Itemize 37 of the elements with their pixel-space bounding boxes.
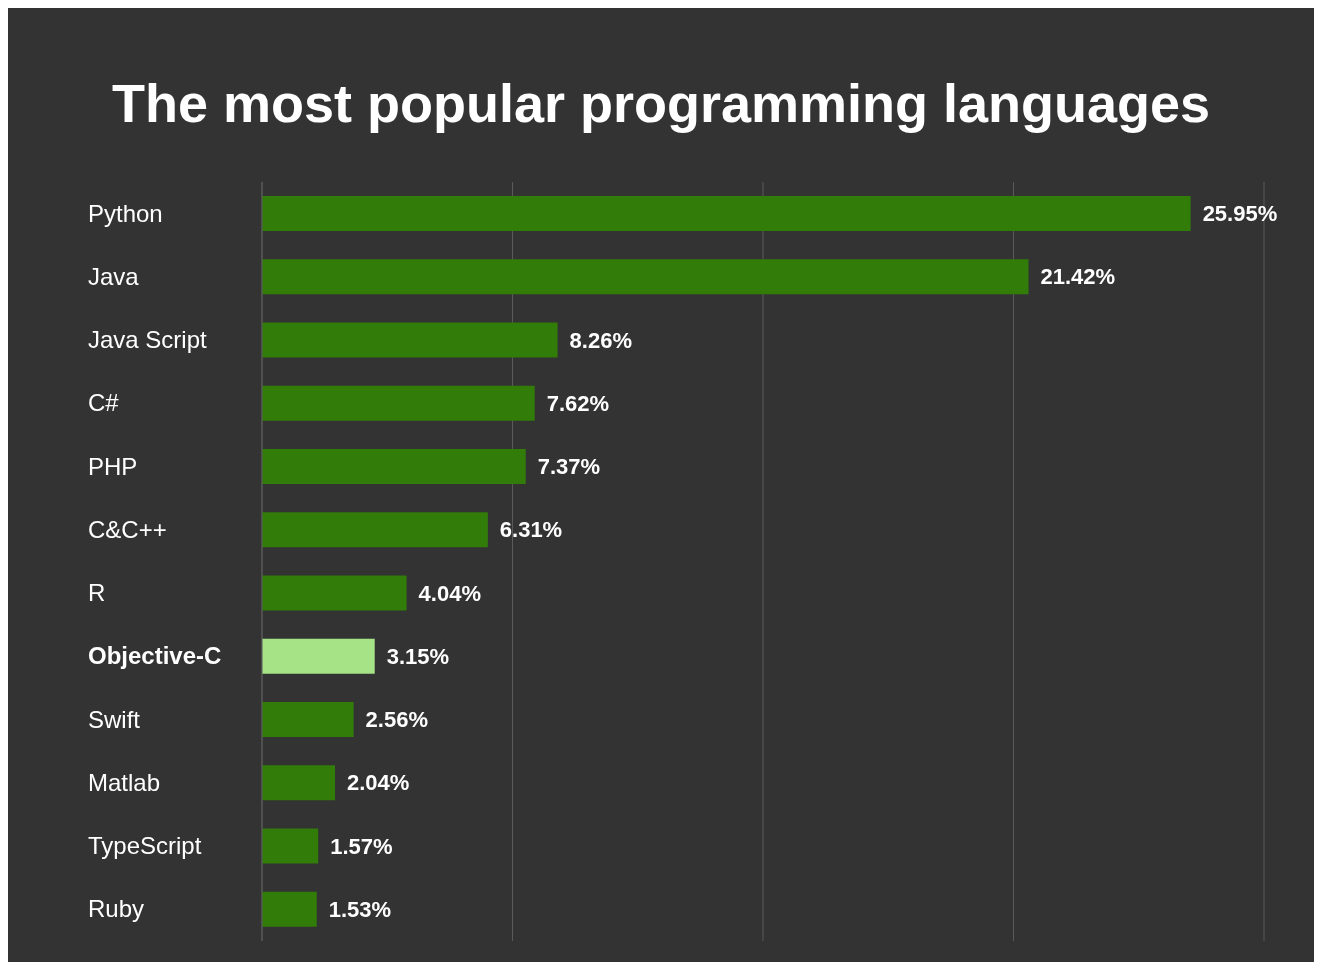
chart-title: The most popular programming languages: [110, 72, 1212, 135]
bar: [262, 322, 558, 358]
y-tick-label: Java Script: [88, 326, 208, 354]
y-tick-label: Java: [88, 262, 140, 290]
y-tick-label: Objective-C: [88, 642, 222, 670]
y-tick-label: Ruby: [88, 895, 145, 923]
data-label: 21.42%: [1040, 264, 1116, 290]
bar: [262, 638, 375, 674]
data-label: 3.15%: [386, 643, 450, 669]
bar: [262, 891, 317, 927]
data-label: 7.62%: [546, 390, 610, 416]
bar: [262, 259, 1029, 295]
data-label: 4.04%: [418, 580, 481, 606]
y-tick-label: TypeScript: [88, 832, 202, 860]
bar: [262, 195, 1191, 231]
data-label: 1.53%: [328, 896, 392, 922]
bar: [262, 828, 319, 864]
y-tick-label: PHP: [88, 452, 138, 480]
data-label: 8.26%: [569, 327, 632, 353]
bar: [262, 448, 526, 484]
data-label: 2.04%: [347, 770, 410, 796]
bar: [262, 385, 535, 421]
bar: [262, 701, 354, 737]
bar: [262, 765, 335, 801]
data-label: 2.56%: [365, 707, 428, 733]
y-tick-label: Python: [88, 199, 163, 227]
data-label: 25.95%: [1202, 201, 1278, 227]
bar: [262, 575, 407, 611]
y-tick-label: Matlab: [88, 768, 161, 796]
y-tick-label: C#: [88, 389, 120, 417]
data-label: 1.57%: [330, 833, 393, 859]
bar: [262, 512, 488, 548]
data-label: 7.37%: [537, 454, 601, 480]
y-tick-label: R: [88, 579, 106, 607]
y-tick-label: Swift: [88, 705, 141, 733]
data-label: 6.31%: [499, 517, 563, 543]
y-tick-label: C&C++: [88, 515, 167, 543]
